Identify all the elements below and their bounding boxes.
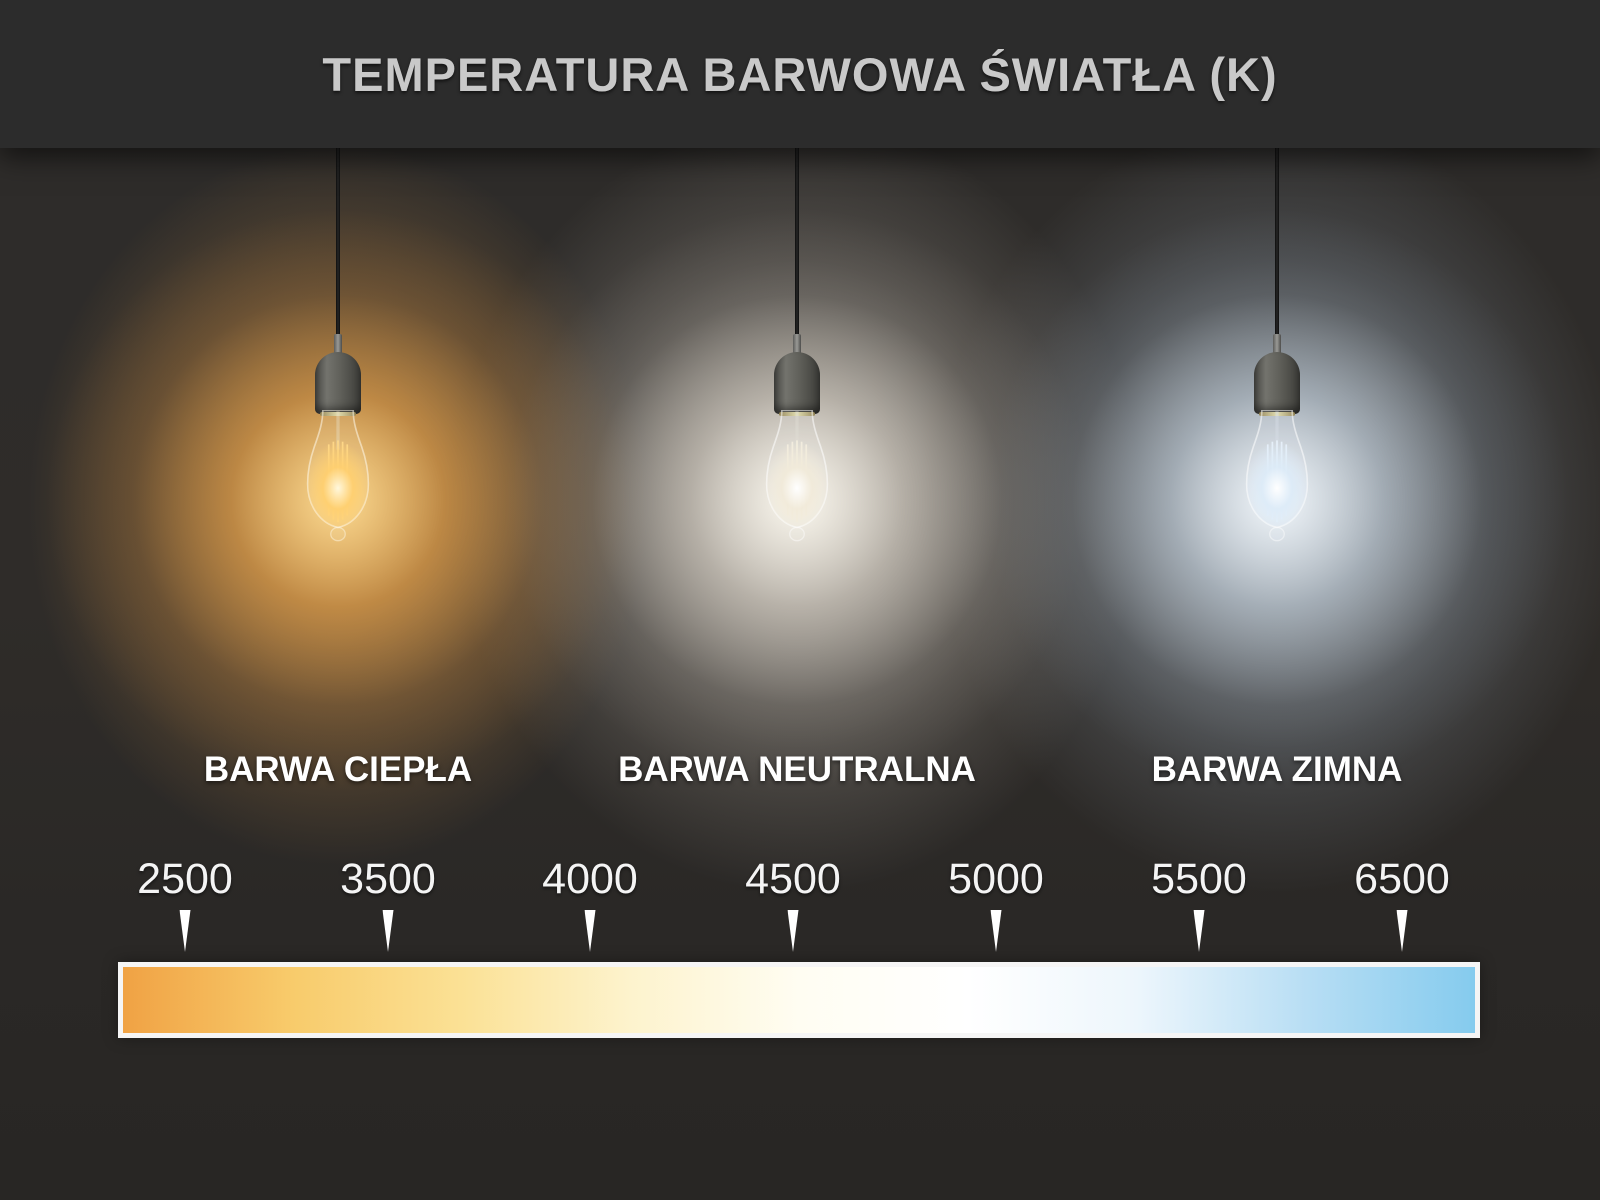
tick-marker-icon [990,910,1002,952]
temperature-gradient-bar-fill [123,967,1475,1033]
page-title: TEMPERATURA BARWOWA ŚWIATŁA (K) [322,47,1278,101]
tick-2500: 2500 [137,855,233,952]
label-warm: BARWA CIEPŁA [203,750,473,789]
tick-3500: 3500 [340,855,436,952]
tick-value: 6500 [1354,855,1450,903]
tick-marker-icon [1193,910,1205,952]
cool-bulb-socket [1254,352,1300,414]
label-neutral: BARWA NEUTRALNA [618,750,976,789]
tick-value: 5500 [1151,855,1247,903]
tick-marker-icon [1396,910,1408,952]
tick-4000: 4000 [542,855,638,952]
tick-marker-icon [584,910,596,952]
tick-5500: 5500 [1151,855,1247,952]
warm-bulb-cord [336,148,340,338]
tick-5000: 5000 [948,855,1044,952]
neutral-bulb-glass-icon [765,410,829,542]
tick-value: 3500 [340,855,436,903]
tick-6500: 6500 [1354,855,1450,952]
tick-value: 2500 [137,855,233,903]
warm-bulb-socket [315,352,361,414]
tick-marker-icon [787,910,799,952]
tick-marker-icon [179,910,191,952]
cool-bulb-glass-icon [1245,410,1309,542]
neutral-bulb-cord [795,148,799,338]
tick-value: 4000 [542,855,638,903]
temperature-gradient-bar [118,962,1480,1038]
cool-bulb-cord [1275,148,1279,338]
header: TEMPERATURA BARWOWA ŚWIATŁA (K) [0,0,1600,148]
tick-value: 4500 [745,855,841,903]
tick-marker-icon [382,910,394,952]
neutral-bulb-socket [774,352,820,414]
label-cool: BARWA ZIMNA [1151,750,1403,789]
warm-bulb-glass-icon [306,410,370,542]
tick-4500: 4500 [745,855,841,952]
tick-value: 5000 [948,855,1044,903]
